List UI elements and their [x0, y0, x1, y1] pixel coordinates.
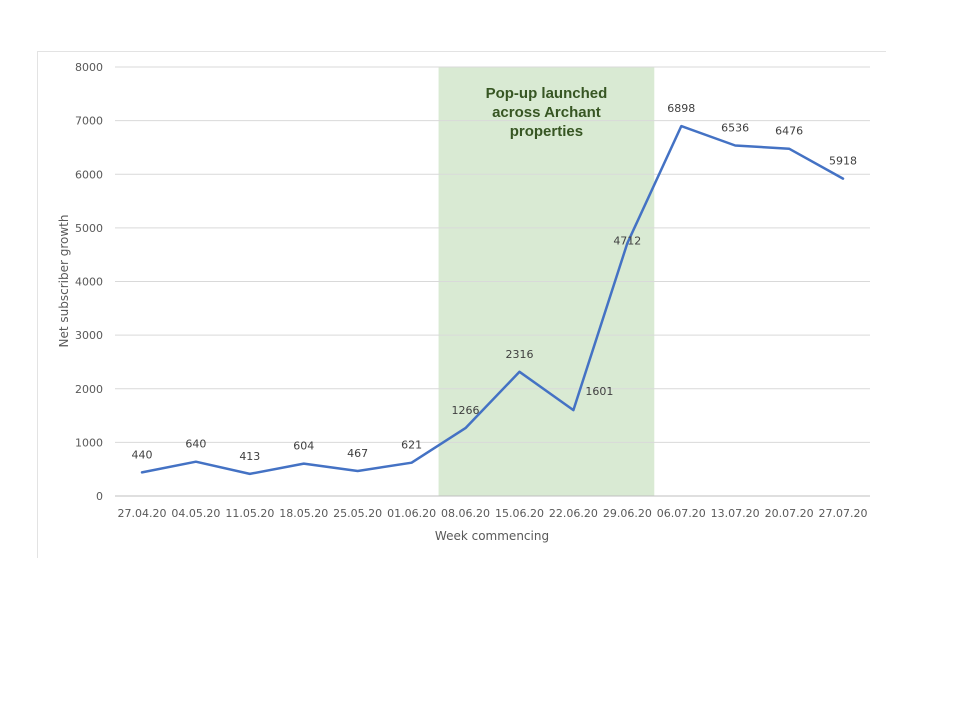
y-tick-labels: 0 1000 2000 3000 4000 5000 6000 7000 8000	[75, 61, 103, 503]
data-label: 2316	[505, 348, 533, 361]
y-axis-title: Net subscriber growth	[57, 215, 71, 348]
data-labels: 440 640 413 604 467 621 1266 2316 1601 4712 6898 65…	[131, 102, 857, 463]
data-label: 413	[239, 450, 260, 463]
y-tick-label: 3000	[75, 329, 103, 342]
highlight-annotation: Pop-up launched across Archant properties	[486, 85, 608, 140]
data-label: 6898	[667, 102, 695, 115]
x-axis-title: Week commencing	[435, 529, 549, 543]
gridlines	[115, 66, 870, 497]
y-tick-label: 0	[96, 490, 103, 503]
y-tick-label: 8000	[75, 61, 103, 74]
data-label: 440	[131, 448, 152, 461]
data-label: 1601	[585, 385, 613, 398]
x-tick-label: 27.04.20	[117, 507, 166, 520]
x-tick-label: 27.07.20	[819, 507, 868, 520]
x-tick-labels: 27.04.20 04.05.20 11.05.20 18.05.20 25.05.20…	[117, 507, 867, 520]
annotation-line: properties	[510, 123, 583, 140]
chart-frame	[37, 51, 886, 558]
y-tick-label: 5000	[75, 222, 103, 235]
x-tick-label: 20.07.20	[765, 507, 814, 520]
x-tick-label: 13.07.20	[711, 507, 760, 520]
data-label: 1266	[452, 404, 480, 417]
y-tick-label: 1000	[75, 436, 103, 449]
x-tick-label: 04.05.20	[171, 507, 220, 520]
x-tick-label: 11.05.20	[225, 507, 274, 520]
x-tick-label: 06.07.20	[657, 507, 706, 520]
x-tick-label: 01.06.20	[387, 507, 436, 520]
data-label: 640	[185, 438, 206, 451]
data-label: 4712	[613, 234, 641, 247]
x-tick-label: 08.06.20	[441, 507, 490, 520]
y-tick-label: 4000	[75, 276, 103, 289]
series-line	[140, 124, 845, 476]
data-label: 6476	[775, 125, 803, 138]
y-tick-label: 6000	[75, 168, 103, 181]
x-tick-label: 22.06.20	[549, 507, 598, 520]
data-label: 5918	[829, 155, 857, 168]
data-label: 621	[401, 439, 422, 452]
x-tick-label: 25.05.20	[333, 507, 382, 520]
data-label: 6536	[721, 122, 749, 135]
x-tick-label: 29.06.20	[603, 507, 652, 520]
x-tick-label: 15.06.20	[495, 507, 544, 520]
y-tick-label: 7000	[75, 115, 103, 128]
annotation-line: across Archant	[492, 104, 601, 121]
data-label: 467	[347, 447, 368, 460]
x-tick-label: 18.05.20	[279, 507, 328, 520]
y-tick-label: 2000	[75, 383, 103, 396]
annotation-line: Pop-up launched	[486, 85, 608, 102]
data-label: 604	[293, 440, 314, 453]
